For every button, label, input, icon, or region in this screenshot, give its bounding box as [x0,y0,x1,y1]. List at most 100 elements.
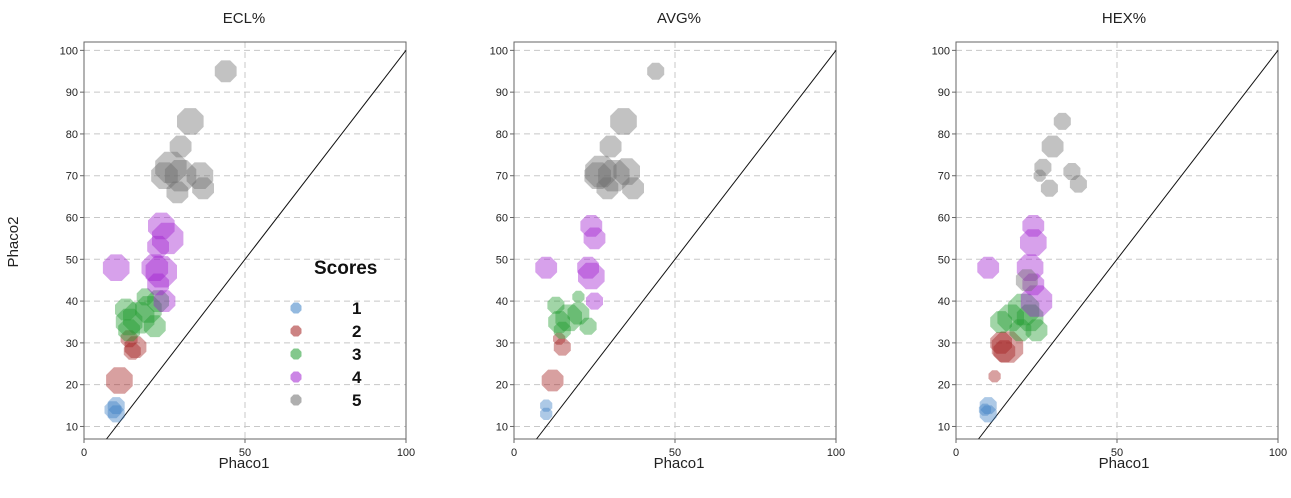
scatter-point [610,108,637,135]
gridlines [514,42,836,439]
scatter-point [577,256,599,279]
scatter-points [977,112,1087,423]
scatter-point [990,332,1012,354]
plot-frame [955,41,1279,440]
identity-line [106,50,407,440]
legend-title: Scores [314,258,377,279]
legend-label: 5 [352,391,361,410]
scatter-points [535,62,665,420]
y-tick-label: 30 [496,338,508,350]
chart-title: ECL% [223,10,266,27]
scatter-point [1015,269,1038,292]
y-tick-label: 100 [60,45,78,57]
scatter-point [192,177,214,200]
scatter-point [147,273,169,296]
x-tick-label: 100 [827,447,845,459]
scatter-point [145,256,177,288]
scatter-point [1025,319,1048,342]
gridlines [956,42,1278,439]
scatter-point [147,235,169,258]
scatter-point [1022,273,1045,296]
legend-marker [290,302,302,314]
diagonal-line [978,50,1279,440]
scatter-point [102,254,130,281]
legend-label: 3 [352,345,361,364]
x-tick-label: 50 [1111,447,1123,459]
x-tick-labels: 0 50 100 [511,439,845,459]
scatter-point [991,331,1024,363]
scatter-point [118,319,140,342]
scatter-point [148,212,175,240]
scatter-point [596,177,619,200]
scatter-point [107,405,125,423]
scatter-point [993,340,1016,363]
diagonal-line [106,50,407,440]
scatter-point [548,311,570,333]
scatter-point [584,162,611,189]
y-tick-labels: 10 20 30 40 50 60 70 80 90 100 [490,45,514,433]
scatter-point [147,290,169,312]
y-tick-label: 50 [496,254,508,266]
scatter-point [579,317,597,335]
y-tick-label: 10 [938,421,950,433]
scatter-point [155,151,187,184]
y-tick-label: 10 [66,421,78,433]
legend-items: 1 2 3 4 5 [290,299,362,410]
y-tick-labels: 10 20 30 40 50 60 70 80 90 100 [60,45,84,433]
panel-avg: AVG% 10 20 30 40 50 60 70 80 90 100 0 50 100 Phaco1 [490,10,846,472]
identity-line [536,50,837,440]
scatter-point [1069,175,1087,193]
scatter-point [599,135,622,158]
x-tick-label: 0 [953,447,959,459]
scatter-point [580,215,603,237]
scatter-point [1016,304,1044,332]
scatter-point [977,256,1000,279]
scatter-point [553,332,566,345]
scatter-point [613,158,640,185]
scatter-point [541,369,564,392]
scatter-point [988,370,1001,383]
scatter-point [166,181,189,204]
chart-title: HEX% [1102,10,1146,27]
x-tick-label: 0 [81,447,87,459]
x-axis-label: Phaco1 [1099,455,1150,472]
scatter-point [997,304,1024,332]
scatter-point [1063,163,1081,180]
scatter-point [1053,112,1071,130]
scatter-point [104,401,122,419]
x-tick-label: 0 [511,447,517,459]
scatter-point [622,177,644,200]
scatter-point [555,304,582,332]
scatter-point [1007,293,1040,326]
scatter-point [115,298,137,321]
identity-line [978,50,1279,440]
y-tick-label: 70 [66,171,78,183]
scatter-point [169,135,192,158]
y-tick-label: 90 [66,87,78,99]
y-tick-label: 70 [496,171,508,183]
scatter-point [1020,285,1053,317]
y-tick-label: 20 [66,380,78,392]
scatter-point [124,336,147,358]
scatter-point [586,292,603,310]
y-tick-label: 50 [938,254,950,266]
scatter-point [214,60,237,83]
y-tick-label: 40 [496,296,508,308]
scatter-point [115,308,143,336]
scatter-point [1040,179,1058,197]
y-tick-label: 40 [938,296,950,308]
y-tick-label: 40 [66,296,78,308]
scatter-point [578,262,605,290]
scatter-point [120,330,138,348]
scatter-point [647,62,665,80]
scatter-point [1034,158,1052,176]
scatter-point [1020,229,1047,256]
gridlines [84,42,406,439]
y-tick-labels: 10 20 30 40 50 60 70 80 90 100 [932,45,956,433]
y-tick-label: 100 [932,45,950,57]
legend-marker [290,348,302,360]
scatter-point [990,311,1012,333]
x-tick-label: 100 [397,447,415,459]
x-tick-label: 50 [239,447,251,459]
